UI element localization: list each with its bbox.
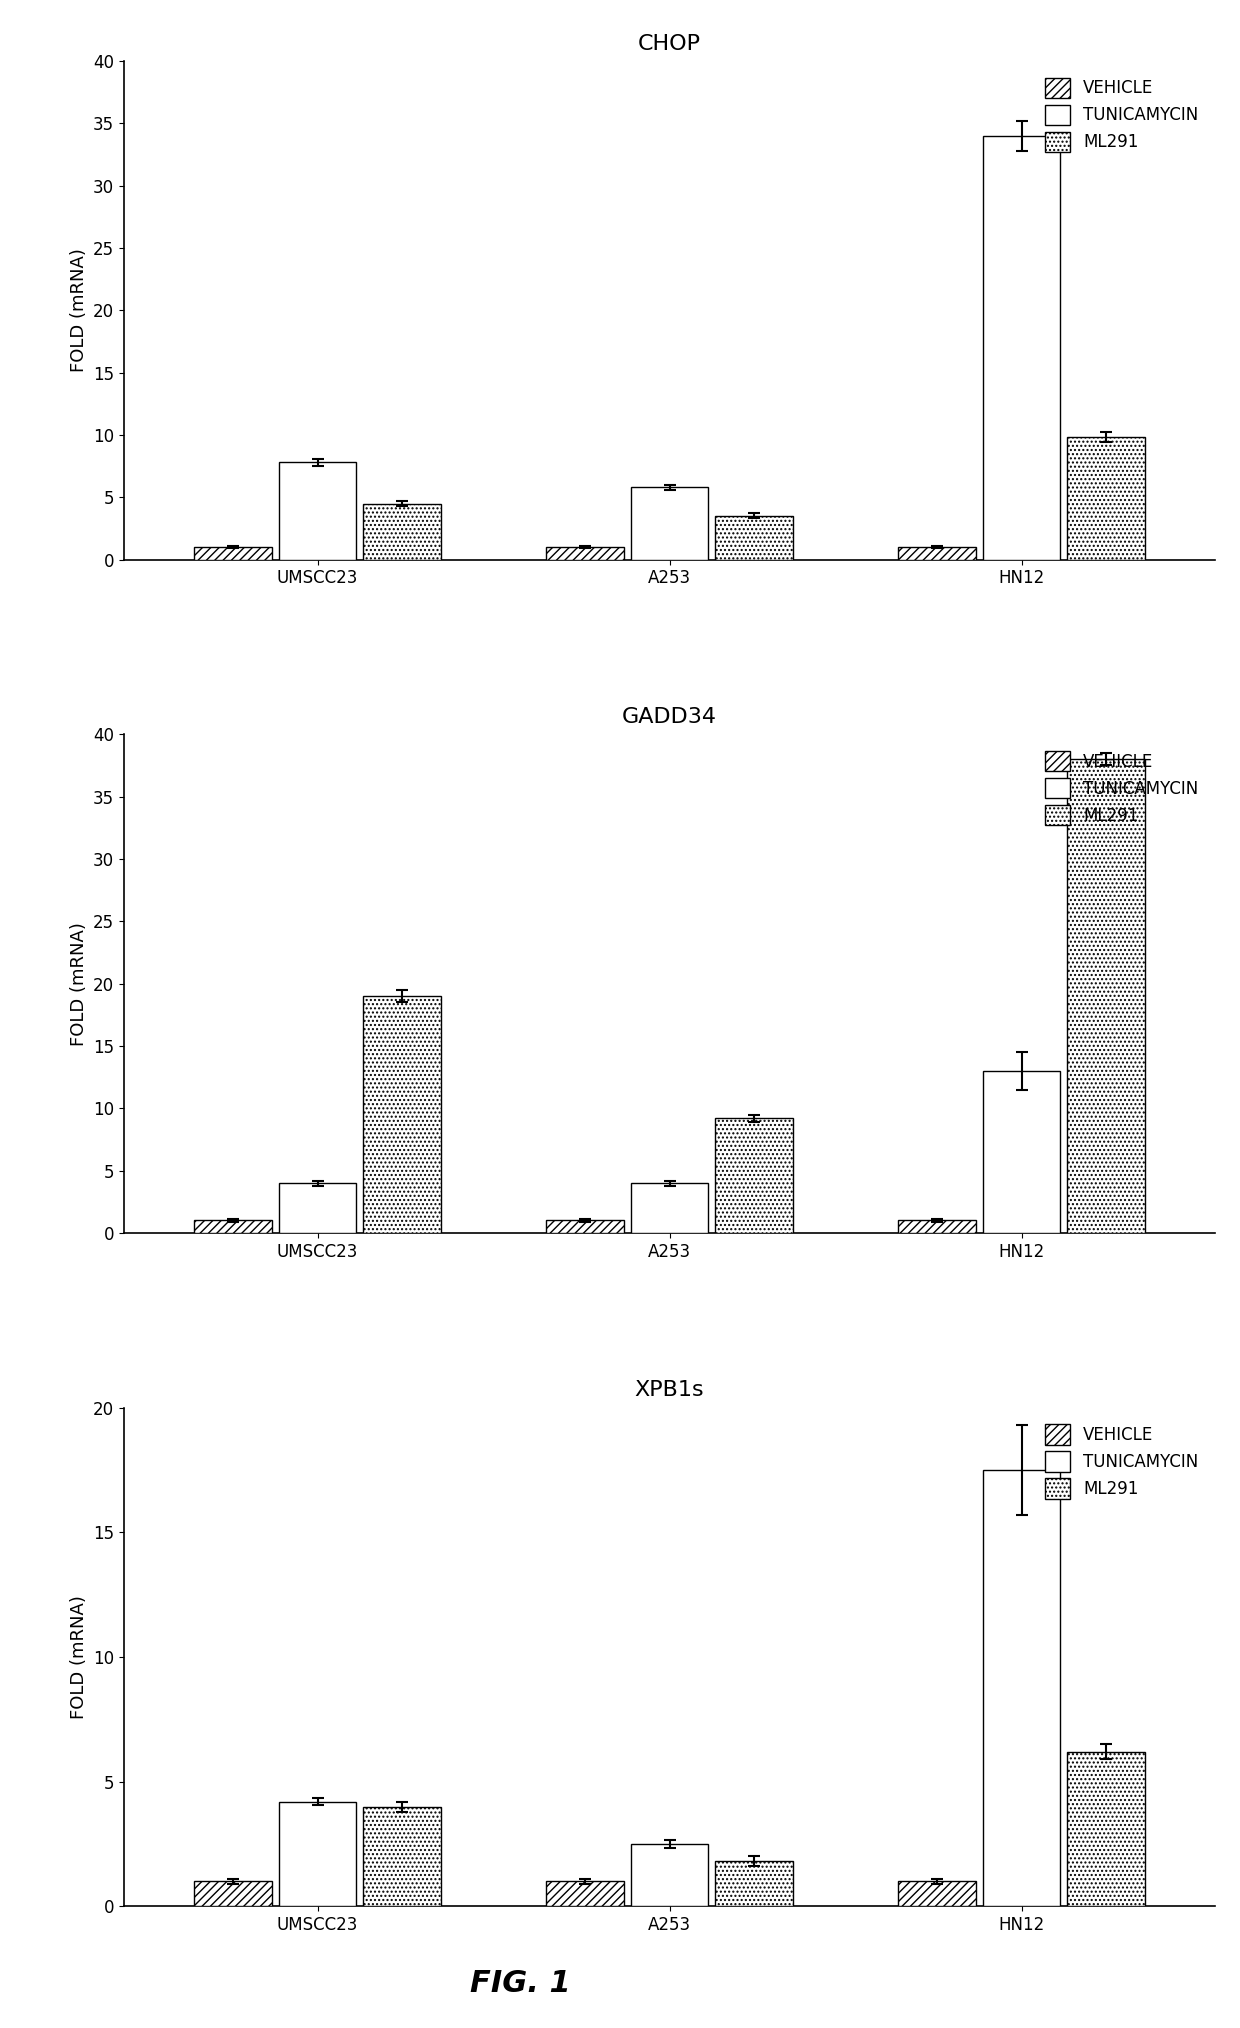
Bar — [547, 548, 624, 560]
Bar — [899, 1882, 976, 1906]
Bar — [547, 1882, 624, 1906]
Bar — [279, 1801, 356, 1906]
Bar — [279, 462, 356, 560]
Bar — [715, 515, 792, 560]
Title: CHOP: CHOP — [639, 34, 701, 53]
Bar — [1068, 1752, 1145, 1906]
Bar — [363, 1807, 440, 1906]
Y-axis label: FOLD (mRNA): FOLD (mRNA) — [69, 247, 88, 373]
Bar — [363, 996, 440, 1233]
Legend: VEHICLE, TUNICAMYCIN, ML291: VEHICLE, TUNICAMYCIN, ML291 — [1037, 742, 1207, 834]
Bar — [899, 548, 976, 560]
Bar — [1068, 758, 1145, 1233]
Bar — [715, 1117, 792, 1233]
Bar — [899, 1221, 976, 1233]
Bar — [195, 548, 272, 560]
Bar — [983, 136, 1060, 560]
Bar — [631, 1182, 708, 1233]
Bar — [363, 503, 440, 560]
Y-axis label: FOLD (mRNA): FOLD (mRNA) — [69, 921, 88, 1046]
Title: XPB1s: XPB1s — [635, 1381, 704, 1401]
Title: GADD34: GADD34 — [622, 708, 717, 728]
Text: FIG. 1: FIG. 1 — [470, 1969, 572, 1998]
Legend: VEHICLE, TUNICAMYCIN, ML291: VEHICLE, TUNICAMYCIN, ML291 — [1037, 1416, 1207, 1507]
Bar — [547, 1221, 624, 1233]
Bar — [195, 1221, 272, 1233]
Bar — [631, 1843, 708, 1906]
Bar — [631, 487, 708, 560]
Y-axis label: FOLD (mRNA): FOLD (mRNA) — [69, 1594, 88, 1720]
Bar — [715, 1862, 792, 1906]
Legend: VEHICLE, TUNICAMYCIN, ML291: VEHICLE, TUNICAMYCIN, ML291 — [1037, 69, 1207, 160]
Bar — [983, 1470, 1060, 1906]
Bar — [983, 1071, 1060, 1233]
Bar — [279, 1182, 356, 1233]
Bar — [195, 1882, 272, 1906]
Bar — [1068, 438, 1145, 560]
